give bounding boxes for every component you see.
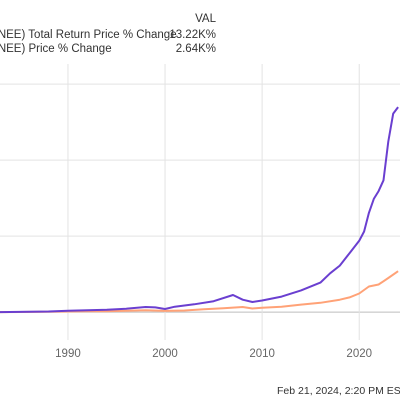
grid-layer (0, 64, 400, 340)
legend: VAL (NEE) Total Return Price % Change 13… (0, 0, 230, 58)
legend-value-total-return: 13.22K% (169, 29, 216, 41)
footer-timestamp: Feb 21, 2024, 2:20 PM EST Powe (277, 385, 400, 397)
x-tick-label: 1990 (55, 348, 81, 360)
legend-label-price: (NEE) Price % Change (0, 43, 112, 55)
legend-value-price: 2.64K% (176, 43, 216, 55)
legend-header: VAL (195, 13, 216, 25)
x-tick-label: 2010 (249, 348, 275, 360)
legend-label-total-return: (NEE) Total Return Price % Change (0, 29, 177, 41)
x-tick-label: 2000 (152, 348, 178, 360)
series-layer (0, 106, 399, 314)
price-change-line (0, 270, 399, 314)
total-return-line (0, 106, 399, 314)
x-axis-ticks: 1990 2000 2010 2020 (55, 348, 372, 360)
legend-background (0, 0, 230, 58)
x-tick-label: 2020 (346, 348, 372, 360)
